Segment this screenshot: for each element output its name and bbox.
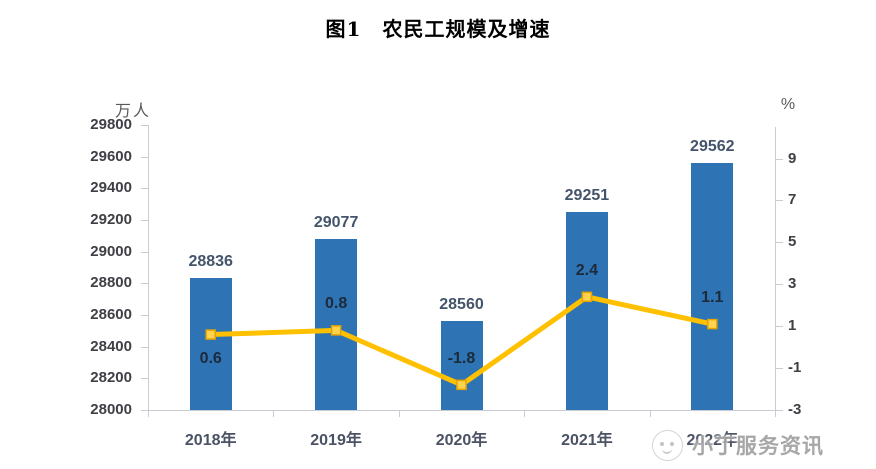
left-axis-tick-label: 28000: [90, 401, 132, 418]
left-axis-unit-label: 万人: [114, 103, 151, 120]
x-axis-label: 2020年: [435, 432, 488, 449]
x-axis-tick: [148, 411, 149, 417]
left-axis-tick: [141, 125, 148, 126]
growth-rate-line: [205, 291, 718, 391]
chart-title: 图1 农民工规模及增速: [325, 17, 551, 41]
bar-value-label: 28560: [439, 296, 484, 314]
left-axis-tick: [141, 156, 148, 158]
right-axis-tick-label: 5: [788, 233, 797, 251]
bar-value-label: 29562: [690, 137, 735, 155]
left-axis-tick-label: 29200: [90, 211, 132, 228]
left-axis-tick: [141, 410, 148, 411]
left-axis-line: [148, 125, 149, 410]
bar: [315, 239, 358, 410]
x-axis-tick: [273, 411, 275, 417]
left-axis-tick-label: 28800: [90, 274, 132, 292]
right-axis-tick: [776, 410, 783, 411]
watermark-text: 小丁服务资讯: [692, 435, 824, 458]
right-axis-tick: [776, 200, 783, 202]
line-marker: [707, 318, 718, 330]
x-axis-tick: [775, 411, 776, 417]
right-axis-line: [775, 127, 776, 410]
bar-value-label: 28836: [188, 252, 233, 270]
bar-value-label: 29077: [313, 214, 359, 232]
right-axis-tick-label: -3: [788, 401, 802, 418]
bar-value-label: 29251: [564, 186, 610, 204]
bar: [691, 162, 734, 410]
left-axis-tick: [141, 251, 148, 253]
line-value-label: 1.1: [701, 289, 724, 307]
line-value-label: 0.8: [324, 295, 348, 313]
left-axis-tick-label: 29800: [90, 116, 132, 133]
right-axis-tick-label: -1: [788, 359, 802, 377]
left-axis-tick: [141, 283, 148, 285]
right-axis-tick: [776, 368, 783, 370]
x-axis-label: 2018年: [184, 432, 237, 449]
left-axis-tick-label: 28200: [90, 369, 132, 387]
mascot-face-icon: [652, 429, 683, 461]
x-axis-tick: [649, 411, 651, 417]
x-axis-label: 2022年: [686, 432, 739, 449]
left-axis-tick-label: 28600: [90, 306, 132, 323]
x-axis-tick: [524, 411, 526, 417]
line-value-label: 2.4: [575, 261, 599, 279]
right-axis-unit-label: %: [780, 96, 796, 113]
left-axis-tick: [141, 378, 148, 380]
right-axis-tick: [776, 242, 783, 244]
line-marker: [456, 379, 467, 391]
left-axis-tick: [141, 188, 148, 190]
right-axis-tick-label: 7: [788, 191, 797, 209]
left-axis-tick-label: 28400: [90, 337, 132, 355]
bar: [189, 277, 232, 410]
left-axis-tick-label: 29000: [90, 242, 132, 260]
left-axis-tick-label: 29400: [90, 179, 132, 197]
left-axis-tick: [141, 315, 148, 316]
right-axis-tick-label: 1: [788, 317, 797, 335]
right-axis-tick-label: 9: [788, 149, 797, 167]
bar: [565, 211, 608, 410]
left-axis-tick: [141, 220, 148, 221]
line-marker: [581, 291, 593, 303]
bar: [440, 321, 483, 410]
right-axis-tick: [776, 158, 783, 160]
line-value-label: 0.6: [199, 349, 222, 367]
left-axis-tick: [141, 346, 148, 348]
left-axis-tick-label: 29600: [90, 147, 132, 165]
bottom-axis-line: [148, 410, 776, 411]
right-axis-tick-label: 3: [788, 275, 797, 293]
right-axis-tick: [776, 326, 783, 328]
x-axis-tick: [398, 411, 400, 417]
x-axis-label: 2021年: [561, 432, 613, 449]
x-axis-label: 2019年: [310, 432, 362, 449]
line-marker: [205, 329, 216, 340]
line-value-label: -1.8: [447, 349, 476, 367]
line-marker: [330, 325, 342, 336]
watermark: 小丁服务资讯: [652, 428, 824, 462]
right-axis-tick: [776, 284, 783, 286]
